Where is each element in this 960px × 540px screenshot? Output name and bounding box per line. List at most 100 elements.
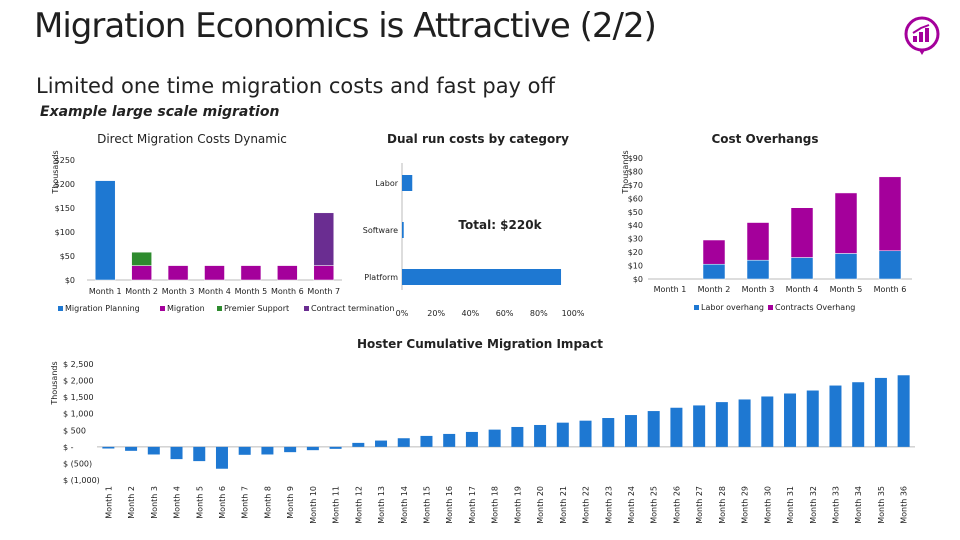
hoster-y-tick-label: $ 2,000	[63, 377, 94, 386]
direct-bar	[204, 265, 225, 281]
direct-legend-label: Migration Planning	[65, 304, 140, 313]
overhang-y-tick-label: $70	[628, 181, 643, 190]
hoster-x-tick-label: Month 35	[877, 486, 886, 524]
hoster-bar	[488, 429, 501, 447]
hoster-bar	[829, 385, 842, 447]
direct-y-tick-label: $0	[65, 276, 75, 285]
overhang-y-tick-label: $80	[628, 167, 643, 176]
dualrun-bar	[402, 222, 404, 238]
dualrun-bar	[402, 269, 562, 285]
dualrun-x-tick-label: 20%	[427, 309, 445, 318]
hoster-bar	[511, 426, 524, 447]
hoster-bar	[306, 446, 319, 451]
page-title: Migration Economics is Attractive (2/2)	[34, 6, 657, 46]
hoster-x-tick-label: Month 16	[445, 486, 454, 524]
direct-y-tick-label: $250	[55, 156, 75, 165]
dualrun-x-tick-label: 80%	[530, 309, 548, 318]
overhang-y-tick-label: $40	[628, 221, 643, 230]
direct-chart-title: Direct Migration Costs Dynamic	[97, 132, 287, 146]
hoster-x-tick-label: Month 21	[559, 486, 568, 524]
direct-y-axis-label: Thousands	[51, 150, 60, 194]
hoster-bar	[897, 375, 910, 447]
overhang-bar	[878, 250, 902, 280]
hoster-bar	[852, 382, 865, 447]
hoster-bar	[147, 446, 160, 455]
hoster-x-tick-label: Month 30	[763, 486, 772, 524]
hoster-x-tick-label: Month 24	[627, 486, 636, 524]
example-label: Example large scale migration	[40, 104, 280, 120]
hoster-x-tick-label: Month 25	[650, 486, 659, 524]
direct-x-tick-label: Month 4	[198, 287, 231, 296]
overhang-x-tick-label: Month 3	[742, 285, 775, 294]
hoster-x-tick-label: Month 20	[536, 486, 545, 524]
direct-x-tick-label: Month 7	[307, 287, 340, 296]
overhang-y-tick-label: $50	[628, 208, 643, 217]
hoster-bar	[534, 424, 547, 447]
hoster-bar	[238, 446, 251, 455]
overhang-bar	[702, 263, 726, 280]
hoster-bar	[125, 446, 138, 451]
direct-legend-swatch	[217, 306, 222, 311]
hoster-y-tick-label: $ (500)	[63, 459, 92, 468]
hoster-bar	[693, 405, 706, 447]
direct-x-tick-label: Month 3	[162, 287, 195, 296]
hoster-bar	[784, 393, 797, 447]
hoster-y-axis-label: Thousands	[50, 361, 59, 405]
hoster-y-tick-label: $ (1,000)	[63, 476, 100, 485]
dualrun-category-label: Labor	[375, 179, 398, 188]
overhang-legend-swatch	[694, 305, 699, 310]
direct-bar	[313, 212, 335, 266]
hoster-chart-title: Hoster Cumulative Migration Impact	[357, 337, 603, 351]
hoster-x-tick-label: Month 14	[400, 486, 409, 524]
hoster-x-tick-label: Month 5	[195, 486, 204, 519]
direct-legend-swatch	[58, 306, 63, 311]
hoster-x-tick-label: Month 28	[718, 486, 727, 524]
page-subtitle: Limited one time migration costs and fas…	[36, 74, 555, 98]
dualrun-x-tick-label: 60%	[496, 309, 514, 318]
overhang-legend-swatch	[768, 305, 773, 310]
direct-bar	[277, 265, 298, 281]
overhang-bar	[834, 192, 858, 254]
overhang-x-tick-label: Month 4	[786, 285, 819, 294]
hoster-x-tick-label: Month 26	[672, 486, 681, 524]
overhang-bar	[746, 222, 770, 261]
hoster-x-tick-label: Month 2	[127, 486, 136, 519]
direct-legend-label: Contract termination	[311, 304, 394, 313]
dualrun-x-tick-label: 100%	[562, 309, 585, 318]
hoster-bar	[579, 420, 592, 447]
direct-bar	[240, 265, 262, 281]
dualrun-bar	[402, 175, 413, 191]
overhang-legend-label: Labor overhang	[701, 303, 764, 312]
hoster-x-tick-label: Month 33	[831, 486, 840, 524]
direct-bar	[131, 265, 152, 281]
overhang-bar	[834, 253, 858, 280]
hoster-x-tick-label: Month 31	[786, 486, 795, 524]
hoster-bar	[375, 440, 388, 447]
hoster-x-tick-label: Month 3	[150, 486, 159, 519]
hoster-bar	[215, 446, 228, 469]
overhang-y-tick-label: $60	[628, 194, 643, 203]
hoster-bar	[170, 446, 183, 460]
overhang-x-tick-label: Month 2	[698, 285, 731, 294]
hoster-x-tick-label: Month 13	[377, 486, 386, 524]
hoster-bar	[397, 438, 410, 447]
hoster-bar	[738, 399, 751, 447]
overhang-legend-label: Contracts Overhang	[775, 303, 855, 312]
hoster-bar	[102, 446, 115, 449]
hoster-x-tick-label: Month 17	[468, 486, 477, 524]
hoster-bar	[715, 402, 728, 447]
hoster-x-tick-label: Month 10	[309, 486, 318, 524]
direct-x-tick-label: Month 6	[271, 287, 304, 296]
overhang-y-tick-label: $30	[628, 235, 643, 244]
hoster-y-tick-label: $ 1,500	[63, 393, 94, 402]
hoster-x-tick-label: Month 7	[241, 486, 250, 519]
hoster-y-tick-label: $ 500	[63, 426, 86, 435]
hoster-x-tick-label: Month 9	[286, 486, 295, 519]
overhang-y-tick-label: $10	[628, 262, 643, 271]
hoster-x-tick-label: Month 15	[422, 486, 431, 524]
overhang-bar	[702, 239, 726, 265]
direct-legend-swatch	[304, 306, 309, 311]
hoster-x-tick-label: Month 8	[263, 486, 272, 519]
hoster-x-tick-label: Month 1	[104, 486, 113, 519]
